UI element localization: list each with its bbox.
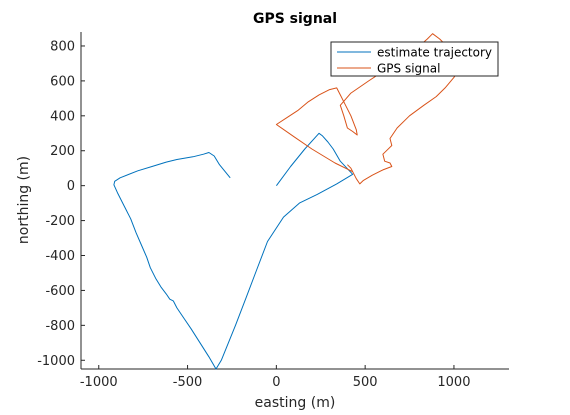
x-tick-label: -500 xyxy=(173,375,203,390)
chart-title: GPS signal xyxy=(253,11,337,27)
legend-label: estimate trajectory xyxy=(377,46,492,60)
legend: estimate trajectory GPS signal xyxy=(330,41,499,77)
x-axis-label: easting (m) xyxy=(255,395,336,411)
x-tick-label: -1000 xyxy=(80,375,118,390)
y-tick-label: 800 xyxy=(50,39,75,54)
y-tick-label: 600 xyxy=(50,74,75,89)
y-tick-label: 400 xyxy=(50,109,75,124)
series-line-gps-signal xyxy=(275,33,464,185)
y-tick-label: -200 xyxy=(45,214,75,229)
y-axis-label: northing (m) xyxy=(16,156,32,244)
legend-label: GPS signal xyxy=(377,62,440,76)
series-line-estimate-trajectory xyxy=(113,132,354,370)
y-tick-label: -800 xyxy=(45,319,75,334)
legend-box xyxy=(330,41,499,77)
y-tick-label: 200 xyxy=(50,144,75,159)
y-tick-label: -600 xyxy=(45,284,75,299)
x-tick-label: 500 xyxy=(353,375,378,390)
y-tick-label: 0 xyxy=(67,179,75,194)
series-layer xyxy=(113,33,464,370)
y-tick-label: -400 xyxy=(45,249,75,264)
axes: -1000 -500 0 500 1000 -1000 -800 -600 -400 -200 0 2… xyxy=(37,32,509,390)
y-tick-label: -1000 xyxy=(37,354,75,369)
x-tick-label: 1000 xyxy=(437,375,470,390)
x-tick-label: 0 xyxy=(272,375,280,390)
